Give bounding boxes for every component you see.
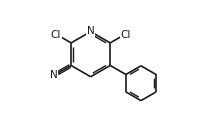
Text: N: N xyxy=(49,70,57,80)
Text: Cl: Cl xyxy=(51,30,61,39)
Text: N: N xyxy=(87,26,95,36)
Text: Cl: Cl xyxy=(120,30,131,39)
